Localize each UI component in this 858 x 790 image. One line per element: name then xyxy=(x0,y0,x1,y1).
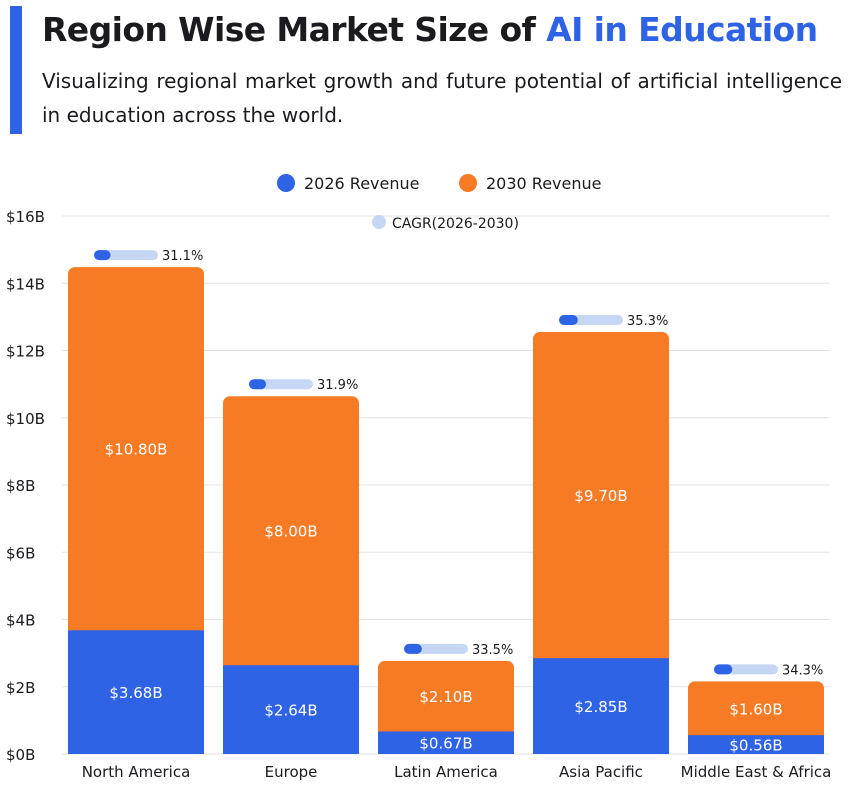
bar-2030-label: $10.80B xyxy=(105,441,168,459)
legend-label-cagr: CAGR(2026-2030) xyxy=(392,216,519,232)
y-tick-label: $12B xyxy=(6,343,45,361)
legend-marker-cagr xyxy=(372,215,386,229)
y-tick-label: $0B xyxy=(6,746,35,764)
title-main: Region Wise Market Size of xyxy=(42,10,547,49)
bar-2030 xyxy=(223,396,359,676)
y-tick-label: $2B xyxy=(6,679,35,697)
x-tick-label: North America xyxy=(82,763,191,781)
x-tick-label: Latin America xyxy=(394,763,498,781)
cagr-fill xyxy=(94,250,111,261)
cagr-fill xyxy=(404,643,422,654)
cagr-track xyxy=(94,250,158,261)
x-tick-label: Asia Pacific xyxy=(559,763,643,781)
cagr-label: 34.3% xyxy=(782,663,823,678)
bar-2030 xyxy=(688,681,824,746)
x-tick-label: Middle East & Africa xyxy=(681,763,832,781)
bar-2026-label: $0.67B xyxy=(419,735,472,753)
bar-2030-label: $2.10B xyxy=(419,688,472,706)
legend-marker-2030 xyxy=(459,174,477,192)
y-tick-label: $10B xyxy=(6,410,45,428)
cagr-fill xyxy=(714,664,733,675)
y-tick-label: $6B xyxy=(6,544,35,562)
title-highlight: AI in Education xyxy=(546,10,818,49)
bar-2030 xyxy=(68,267,204,641)
bar-2026-label: $3.68B xyxy=(109,684,162,702)
legend-marker-2026 xyxy=(277,174,295,192)
y-tick-label: $16B xyxy=(6,208,45,226)
bar-2026 xyxy=(688,735,824,754)
cagr-label: 31.1% xyxy=(162,249,203,264)
y-tick-label: $8B xyxy=(6,477,35,495)
bar-2030-label: $1.60B xyxy=(729,700,782,718)
cagr-fill xyxy=(559,315,578,326)
y-tick-label: $4B xyxy=(6,612,35,630)
bar-2026 xyxy=(533,658,669,754)
bar-2026-label: $0.56B xyxy=(729,737,782,755)
bar-2026 xyxy=(223,665,359,754)
x-tick-label: Europe xyxy=(265,763,318,781)
cagr-label: 33.5% xyxy=(472,643,513,658)
bar-2026 xyxy=(378,731,514,754)
bar-2026 xyxy=(68,630,204,754)
bar-2030 xyxy=(533,332,669,669)
bar-2030-label: $8.00B xyxy=(264,523,317,541)
page-title: Region Wise Market Size of AI in Educati… xyxy=(42,10,818,49)
cagr-fill xyxy=(249,379,267,390)
cagr-label: 31.9% xyxy=(317,378,358,393)
bar-2026-label: $2.85B xyxy=(574,698,627,716)
legend-label-2030: 2030 Revenue xyxy=(486,174,601,193)
bar-2030-label: $9.70B xyxy=(574,487,627,505)
y-tick-label: $14B xyxy=(6,275,45,293)
bar-2030 xyxy=(378,660,514,742)
bar-2026-label: $2.64B xyxy=(264,702,317,720)
legend-label-2026: 2026 Revenue xyxy=(304,174,419,193)
cagr-label: 35.3% xyxy=(627,314,668,329)
page-subtitle: Visualizing regional market growth and f… xyxy=(42,69,842,127)
accent-bar xyxy=(10,6,22,134)
